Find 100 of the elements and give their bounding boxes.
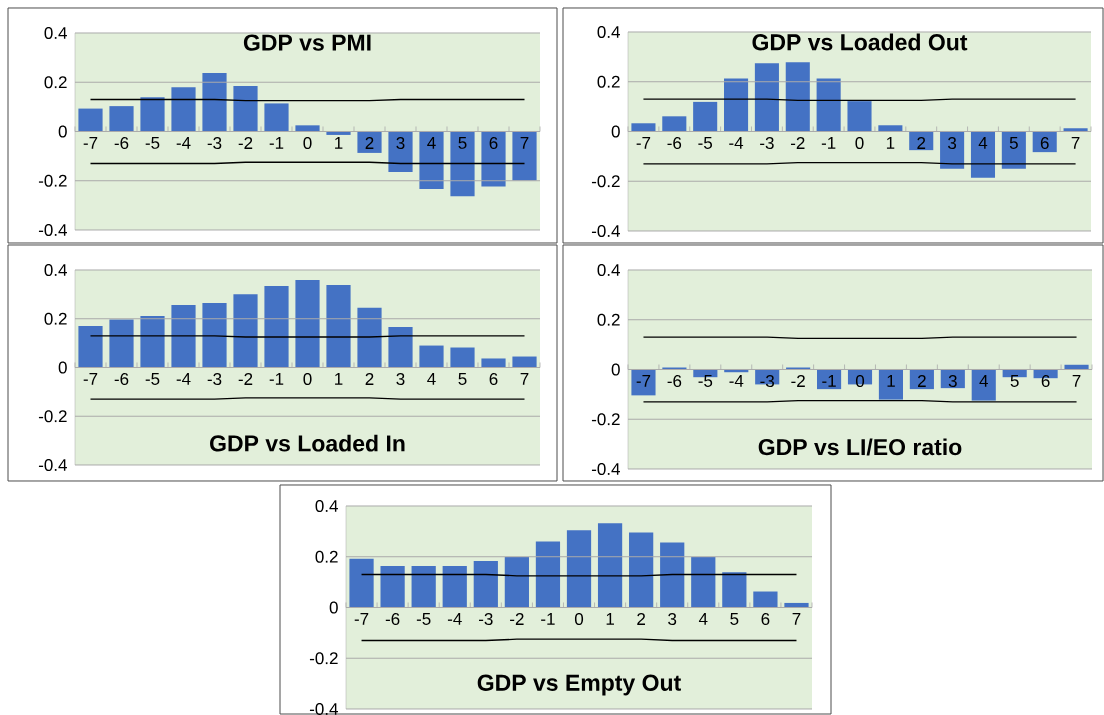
x-tick-label: 4 xyxy=(427,137,436,149)
x-tick-label: -2 xyxy=(238,137,253,149)
x-tick-label: 1 xyxy=(335,137,343,149)
x-tick-label: -1 xyxy=(541,613,555,625)
x-tick-label: -7 xyxy=(83,373,98,385)
bar xyxy=(140,97,165,132)
x-tick-label: -4 xyxy=(447,613,462,625)
x-tick-label: -6 xyxy=(667,375,682,388)
bar xyxy=(512,131,537,181)
x-tick-label: 2 xyxy=(365,373,374,385)
bar xyxy=(940,131,965,169)
bar xyxy=(535,541,561,608)
x-tick-label: -2 xyxy=(510,613,524,625)
bar xyxy=(566,530,592,608)
x-tick-label: 4 xyxy=(978,137,988,149)
y-tick-label: 0.4 xyxy=(315,499,338,513)
bar xyxy=(450,347,475,368)
bar xyxy=(847,101,872,132)
y-tick-label: 0 xyxy=(58,125,67,138)
y-tick-label: -0.4 xyxy=(591,462,620,476)
x-tick-label: 7 xyxy=(1072,375,1081,387)
x-tick-label: 1 xyxy=(606,613,614,625)
x-tick-label: -3 xyxy=(760,137,774,150)
chart-title: GDP vs Loaded Out xyxy=(752,33,968,51)
x-tick-label: -2 xyxy=(790,137,805,149)
x-tick-label: 7 xyxy=(1071,137,1080,149)
x-tick-label: 0 xyxy=(855,137,864,150)
text: GDP vs Empty Out xyxy=(477,674,681,696)
y-tick-label: 0.2 xyxy=(44,312,67,325)
y-tick-label: -0.4 xyxy=(38,458,67,472)
x-tick-label: -5 xyxy=(416,613,431,625)
x-tick-label: -7 xyxy=(354,613,369,625)
y-tick-label: -0.4 xyxy=(38,223,67,237)
bar xyxy=(411,565,436,608)
x-tick-label: 4 xyxy=(427,373,436,385)
y-tick-label: 0.2 xyxy=(44,76,67,89)
y-tick-label: 0.2 xyxy=(597,313,620,326)
bar xyxy=(816,78,841,132)
x-tick-label: -5 xyxy=(698,375,713,387)
x-tick-label: 5 xyxy=(458,137,467,149)
x-tick-label: -4 xyxy=(176,137,191,149)
bar xyxy=(450,131,475,197)
x-tick-label: -4 xyxy=(729,375,744,387)
bar xyxy=(419,131,444,190)
x-tick-label: -1 xyxy=(269,373,284,385)
x-tick-label: 4 xyxy=(979,375,988,387)
y-tick-label: 0 xyxy=(58,361,67,374)
x-tick-label: -3 xyxy=(479,613,493,626)
bar xyxy=(724,78,749,132)
bar xyxy=(326,285,351,368)
bar xyxy=(349,558,374,608)
y-tick-label: -0.2 xyxy=(38,174,67,187)
bar xyxy=(512,356,537,368)
bar xyxy=(473,561,498,608)
x-tick-label: -7 xyxy=(636,375,651,387)
x-tick-label: 7 xyxy=(792,613,801,625)
bar xyxy=(597,523,623,608)
y-tick-label: 0.4 xyxy=(44,263,67,277)
y-tick-label: 0.2 xyxy=(315,550,338,563)
x-tick-label: 3 xyxy=(948,375,957,388)
bar xyxy=(481,131,506,187)
bar xyxy=(264,286,289,368)
text: GDP vs LI/EO ratio xyxy=(758,438,962,456)
y-tick-label: 0 xyxy=(329,601,338,614)
y-tick-label: -0.2 xyxy=(591,175,620,188)
y-tick-label: 0.4 xyxy=(44,26,67,40)
x-tick-label: 5 xyxy=(1010,375,1019,387)
bar xyxy=(785,62,810,132)
x-tick-label: 3 xyxy=(948,137,957,150)
x-tick-label: 6 xyxy=(1040,137,1049,150)
x-tick-label: 1 xyxy=(887,375,895,387)
bar xyxy=(662,116,687,132)
x-tick-label: 5 xyxy=(1009,137,1018,149)
x-tick-label: -3 xyxy=(760,375,775,388)
bar xyxy=(722,572,747,608)
x-tick-label: 0 xyxy=(855,375,865,388)
x-tick-label: 5 xyxy=(458,373,467,385)
bar xyxy=(629,532,654,608)
x-tick-label: -2 xyxy=(791,375,805,387)
x-tick-label: -7 xyxy=(83,137,98,149)
x-tick-label: 4 xyxy=(698,613,708,625)
bar xyxy=(78,108,103,132)
bar xyxy=(754,63,779,132)
bar xyxy=(660,542,685,608)
x-tick-label: 2 xyxy=(917,137,926,149)
bar xyxy=(171,87,196,132)
x-tick-label: -5 xyxy=(698,137,713,149)
x-tick-label: 1 xyxy=(886,137,895,149)
bar xyxy=(78,326,103,368)
y-tick-label: -0.2 xyxy=(591,413,620,426)
x-tick-label: 7 xyxy=(520,373,529,385)
x-tick-label: -6 xyxy=(114,137,129,150)
y-tick-label: -0.2 xyxy=(309,652,338,665)
bar xyxy=(970,131,996,178)
x-tick-label: -6 xyxy=(114,373,129,386)
y-tick-label: -0.2 xyxy=(38,410,67,423)
bar xyxy=(419,345,444,368)
bar xyxy=(442,565,467,608)
bar xyxy=(109,106,134,132)
bar xyxy=(380,565,405,608)
